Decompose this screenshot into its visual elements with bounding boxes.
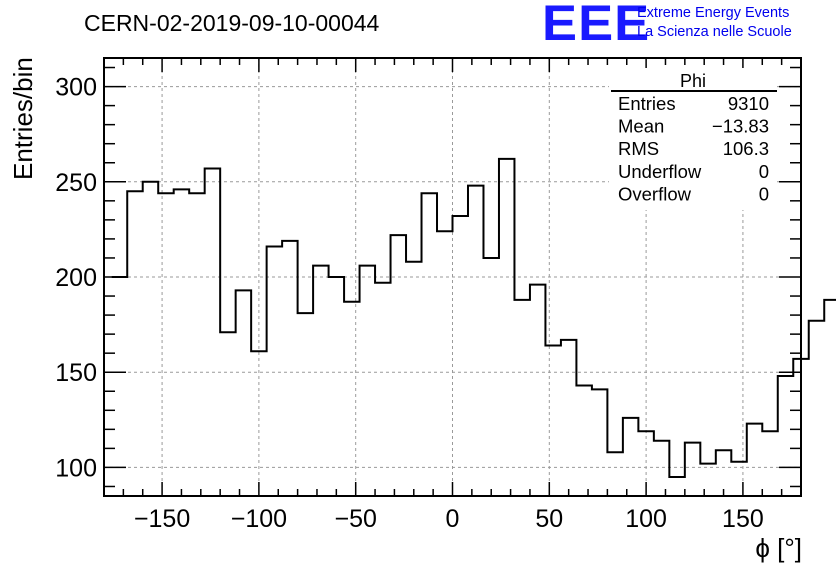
histogram-bin — [282, 241, 297, 496]
histogram-outline — [111, 157, 836, 478]
histogram-bin — [220, 332, 235, 496]
y-tick-label: 250 — [55, 169, 97, 197]
y-tick-label: 200 — [55, 264, 97, 292]
logo-caption-line2: La Scienza nelle Scuole — [637, 24, 792, 40]
histogram-bin — [483, 258, 498, 496]
histogram-bin — [143, 182, 158, 496]
stats-label: Underflow — [618, 161, 702, 182]
histogram-bin — [592, 389, 607, 496]
run-title: CERN-02-2019-09-10-00044 — [84, 10, 380, 36]
x-axis: −150 −100 −50 0 50 100 150 — [103, 58, 802, 533]
histogram-bin — [236, 290, 251, 496]
x-tick-label: −100 — [231, 505, 287, 533]
x-tick-label: 50 — [535, 505, 563, 533]
histogram-bin — [375, 283, 390, 496]
histogram-bin — [762, 431, 777, 496]
histogram-bin — [700, 464, 715, 496]
histogram-bin — [514, 300, 529, 496]
x-tick-label: 0 — [446, 505, 460, 533]
stats-value: 0 — [759, 161, 769, 182]
histogram-bin — [824, 300, 836, 496]
histogram-bin — [422, 193, 437, 496]
y-tick-label: 100 — [55, 454, 97, 482]
histogram-bin — [747, 424, 762, 496]
histogram-bin — [576, 386, 591, 496]
y-axis-label: Entries/bin — [8, 57, 38, 180]
y-tick-label: 300 — [55, 74, 97, 102]
histogram-bin — [778, 376, 793, 496]
histogram-bin — [313, 266, 328, 496]
histogram-bin — [669, 477, 684, 496]
histogram-bin — [406, 262, 421, 496]
histogram-bin — [545, 346, 560, 496]
x-axis-label: ϕ [°] — [755, 533, 802, 563]
y-axis: 100 150 200 250 300 — [55, 66, 801, 488]
histogram-bin — [174, 189, 189, 496]
x-tick-label: −50 — [334, 505, 376, 533]
histogram-bin — [360, 266, 375, 496]
histogram-bin — [127, 191, 142, 496]
histogram-series — [111, 157, 836, 496]
histogram-bin — [205, 168, 220, 496]
stats-value: 0 — [759, 183, 769, 204]
histogram-bin — [453, 216, 468, 496]
histogram-bin — [731, 462, 746, 496]
histogram-bin — [298, 313, 313, 496]
histogram-bin — [251, 351, 266, 496]
eee-logo: EEE — [542, 0, 651, 51]
stats-label: Overflow — [618, 183, 692, 204]
histogram-bin — [391, 235, 406, 496]
histogram-bin — [158, 193, 173, 496]
stats-box-title: Phi — [680, 71, 706, 91]
histogram-bin — [499, 159, 514, 496]
histogram-bin — [607, 452, 622, 496]
y-tick-label: 150 — [55, 359, 97, 387]
histogram-bin — [654, 441, 669, 496]
histogram-bin — [623, 418, 638, 496]
histogram-bin — [809, 321, 824, 496]
histogram-bin — [189, 193, 204, 496]
x-tick-label: 100 — [625, 505, 667, 533]
histogram-bin — [468, 186, 483, 496]
stats-value: −13.83 — [712, 116, 769, 137]
histogram-bin — [437, 231, 452, 496]
histogram-bin — [267, 247, 282, 496]
histogram-bin — [530, 285, 545, 496]
histogram-bin — [685, 443, 700, 496]
x-tick-label: 150 — [722, 505, 764, 533]
stats-label: RMS — [618, 138, 659, 159]
x-tick-label: −150 — [134, 505, 190, 533]
stats-label: Entries — [618, 93, 676, 114]
stats-label: Mean — [618, 116, 664, 137]
logo-caption-line1: Extreme Energy Events — [637, 5, 790, 21]
histogram-bin — [344, 302, 359, 496]
histogram-bin — [112, 277, 127, 496]
stats-value: 9310 — [728, 93, 769, 114]
histogram-bin — [561, 340, 576, 496]
stats-value: 106.3 — [723, 138, 769, 159]
histogram-bin — [329, 277, 344, 496]
logo-caption: Extreme Energy Events La Scienza nelle S… — [637, 4, 792, 42]
